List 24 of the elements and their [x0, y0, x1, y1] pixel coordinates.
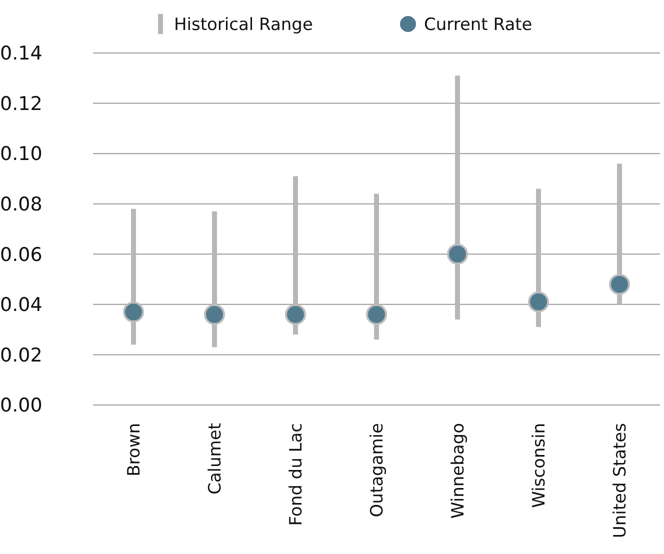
y-tick-label: 0.06 — [0, 244, 42, 266]
point — [528, 291, 549, 312]
point — [609, 274, 630, 295]
x-tick-label: Winnebago — [448, 423, 468, 519]
point — [285, 304, 306, 325]
x-tick-label: Fond du Lac — [286, 423, 306, 526]
point — [366, 304, 387, 325]
x-tick-label: Calumet — [206, 422, 226, 494]
x-tick-label: United States — [610, 422, 630, 538]
y-tick-label: 0.04 — [0, 294, 42, 316]
x-tick-label: Brown — [124, 423, 144, 476]
x-tick-label: Outagamie — [368, 423, 388, 518]
y-tick-label: 0.00 — [0, 394, 42, 417]
y-tick-label: 0.12 — [0, 92, 42, 115]
legend-label: Current Rate — [424, 14, 532, 35]
y-tick-label: 0.02 — [0, 344, 42, 366]
y-tick-label: 0.08 — [0, 194, 42, 216]
y-tick-label: 0.10 — [0, 143, 42, 166]
legend-label: Historical Range — [174, 14, 313, 35]
y-tick-label: 0.14 — [0, 42, 42, 65]
point — [123, 301, 144, 322]
point — [447, 244, 468, 265]
x-tick-label: Wisconsin — [530, 423, 550, 508]
point — [204, 304, 225, 325]
